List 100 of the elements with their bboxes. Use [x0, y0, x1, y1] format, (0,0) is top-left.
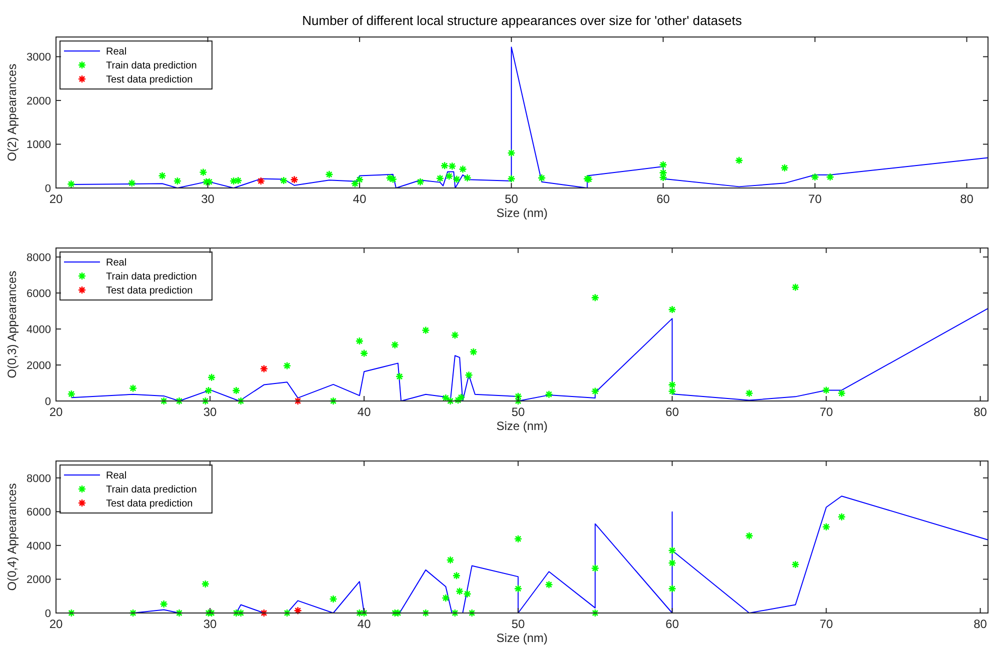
- legend-label: Real: [106, 470, 127, 482]
- x-axis-title: Size (nm): [496, 419, 548, 433]
- point: [514, 584, 522, 593]
- line-series: [70, 308, 988, 402]
- x-tick-label: 60: [656, 192, 670, 206]
- point: [659, 160, 668, 169]
- point: [422, 608, 430, 618]
- point: [538, 174, 546, 182]
- x-tick-label: 70: [808, 192, 822, 206]
- point: [452, 175, 461, 184]
- y-tick-label: 3000: [26, 52, 51, 64]
- point: [416, 178, 424, 186]
- point: [160, 600, 168, 608]
- x-tick-label: 30: [203, 405, 218, 419]
- point: [468, 608, 476, 618]
- point: [173, 176, 182, 186]
- point: [826, 172, 834, 182]
- y-axis-title: O(2) Appearances: [5, 64, 19, 162]
- point: [67, 608, 76, 618]
- x-tick-label: 80: [974, 617, 988, 631]
- point: [204, 386, 213, 395]
- x-tick-label: 60: [666, 617, 680, 631]
- legend-label: Test data prediction: [106, 498, 193, 510]
- x-tick-label: 50: [504, 192, 518, 206]
- point: [791, 560, 800, 569]
- point: [659, 168, 668, 177]
- legend-label: Test data prediction: [106, 286, 193, 296]
- x-tick-label: 50: [511, 617, 526, 631]
- point: [745, 532, 754, 540]
- point: [201, 580, 210, 588]
- point: [464, 370, 474, 380]
- point: [810, 172, 820, 182]
- x-tick-label: 20: [49, 192, 63, 206]
- y-axis-title: O(0,4) Appearances: [5, 483, 19, 591]
- point: [260, 364, 268, 373]
- point: [734, 156, 744, 165]
- point: [236, 396, 246, 406]
- point: [822, 386, 830, 394]
- x-tick-label: 40: [357, 617, 372, 631]
- legend-label: Train data prediction: [106, 272, 197, 282]
- point: [67, 390, 76, 398]
- point: [201, 396, 210, 406]
- point: [463, 174, 472, 182]
- x-tick-label: 30: [203, 617, 218, 631]
- legend-label: Real: [106, 46, 127, 58]
- x-axis-title: Size (nm): [496, 631, 548, 645]
- point: [591, 294, 600, 302]
- x-tick-label: 20: [49, 405, 63, 419]
- y-tick-label: 4000: [26, 540, 51, 552]
- point: [838, 389, 846, 398]
- point: [514, 392, 522, 400]
- point: [232, 386, 240, 395]
- point: [325, 170, 334, 179]
- point: [67, 180, 76, 188]
- point: [199, 168, 208, 176]
- x-tick-label: 20: [49, 617, 63, 631]
- point: [452, 572, 461, 580]
- point: [659, 173, 668, 182]
- point: [463, 590, 472, 598]
- x-axis-title: Size (nm): [496, 206, 548, 220]
- point: [282, 608, 292, 618]
- point: [256, 176, 266, 186]
- point: [838, 512, 846, 522]
- x-tick-label: 70: [820, 617, 834, 631]
- point: [280, 176, 288, 185]
- point: [668, 546, 676, 555]
- legend-label: Train data prediction: [106, 484, 197, 496]
- y-tick-label: 0: [44, 396, 51, 408]
- point: [544, 580, 554, 589]
- point: [591, 564, 600, 572]
- point: [450, 608, 460, 618]
- line-series: [70, 46, 988, 188]
- point: [446, 556, 455, 564]
- point: [448, 162, 456, 170]
- point: [668, 387, 676, 396]
- x-tick-label: 30: [201, 192, 215, 206]
- point: [668, 584, 676, 593]
- y-axis-title: O(0,3) Appearances: [5, 270, 19, 378]
- point: [395, 372, 404, 381]
- point: [591, 608, 600, 618]
- point: [128, 608, 138, 618]
- y-tick-label: 6000: [26, 506, 51, 519]
- point: [514, 534, 522, 544]
- x-tick-label: 80: [974, 405, 988, 419]
- point: [175, 396, 184, 406]
- point: [294, 606, 302, 615]
- x-tick-label: 50: [511, 405, 526, 419]
- x-tick-label: 40: [352, 192, 367, 206]
- y-tick-label: 2000: [26, 95, 51, 108]
- point: [507, 174, 516, 183]
- point: [668, 305, 676, 314]
- point: [450, 330, 460, 340]
- point: [128, 384, 138, 392]
- chart-title: Number of different local structure appearances over size for 'other' datasets: [302, 13, 742, 28]
- x-tick-label: 40: [357, 405, 372, 419]
- point: [442, 594, 450, 602]
- point: [455, 587, 464, 596]
- point: [128, 179, 136, 188]
- point: [668, 558, 676, 568]
- y-tick-label: 6000: [26, 288, 51, 300]
